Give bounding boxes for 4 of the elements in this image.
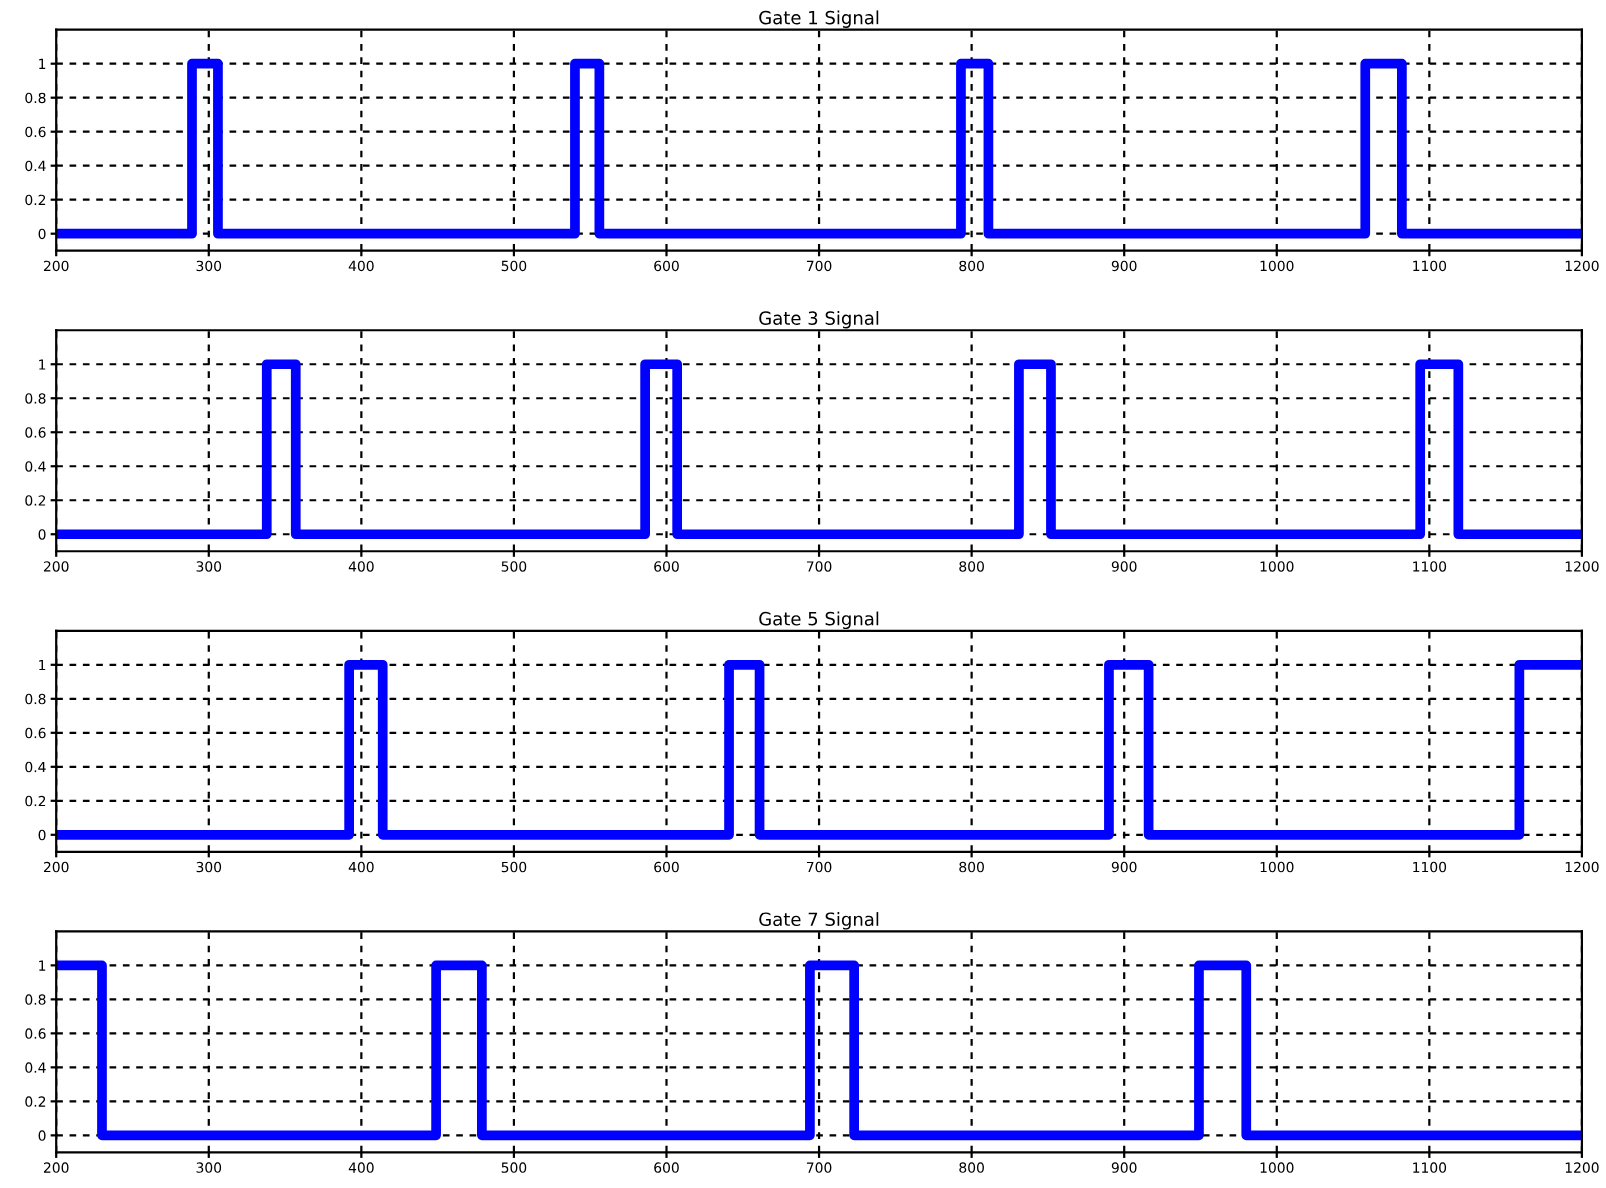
chart-title: Gate 7 Signal bbox=[759, 912, 879, 930]
chart-title: Gate 3 Signal bbox=[759, 310, 879, 329]
chart-title: Gate 1 Signal bbox=[759, 10, 879, 28]
chart-title: Gate 5 Signal bbox=[759, 611, 879, 630]
